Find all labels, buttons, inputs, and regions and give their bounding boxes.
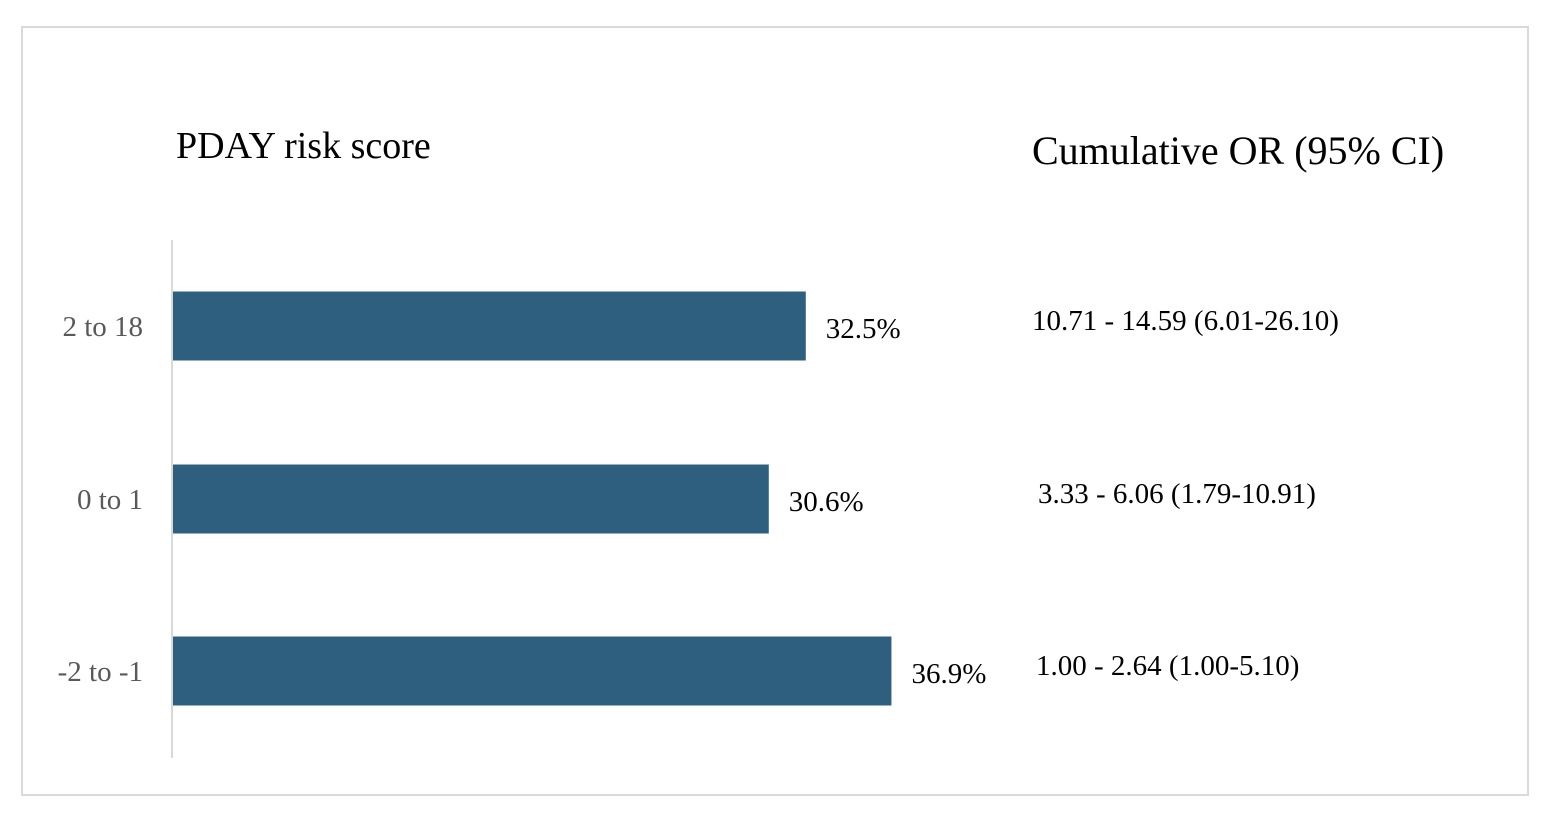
bar-data-label: 32.5% bbox=[826, 313, 901, 345]
bar-data-label: 36.9% bbox=[911, 658, 986, 690]
bar bbox=[173, 636, 892, 706]
category-column-heading: PDAY risk score bbox=[176, 125, 431, 167]
category-tick-label: -2 to -1 bbox=[58, 656, 143, 688]
bar bbox=[173, 464, 769, 534]
category-tick-label: 0 to 1 bbox=[77, 484, 143, 516]
bar-data-label: 30.6% bbox=[789, 486, 864, 518]
cumulative-or-value: 10.71 - 14.59 (6.01-26.10) bbox=[1032, 305, 1339, 337]
bar bbox=[173, 291, 806, 361]
chart-frame bbox=[21, 26, 1529, 796]
category-tick-label: 2 to 18 bbox=[62, 311, 143, 343]
cumulative-or-column-heading: Cumulative OR (95% CI) bbox=[1032, 128, 1445, 173]
cumulative-or-value: 1.00 - 2.64 (1.00-5.10) bbox=[1036, 650, 1300, 682]
cumulative-or-value: 3.33 - 6.06 (1.79-10.91) bbox=[1038, 478, 1316, 510]
